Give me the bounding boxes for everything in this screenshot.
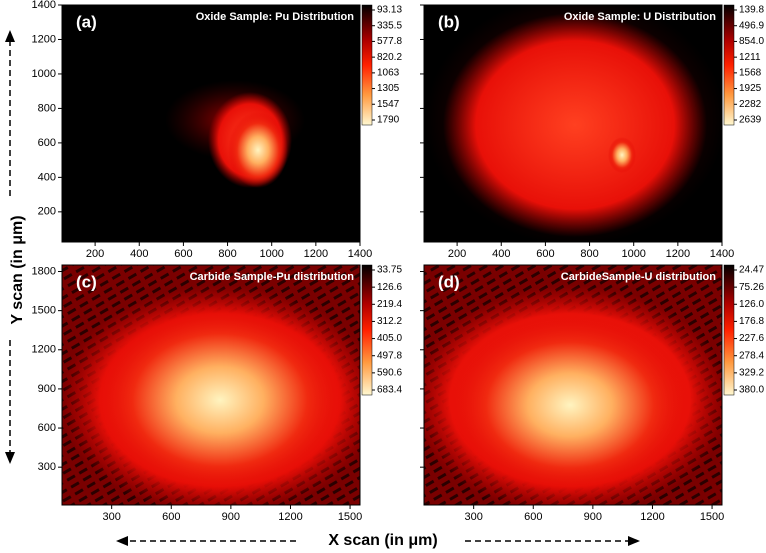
- x-tick-label: 400: [130, 248, 148, 260]
- x-tick-label: 1200: [304, 248, 328, 260]
- intensity-region: [228, 112, 288, 188]
- intensity-region: [443, 13, 707, 237]
- panel-title: Oxide Sample: U Distribution: [564, 11, 716, 23]
- x-tick-label: 1500: [700, 511, 724, 523]
- colorbar-label: 380.0: [739, 385, 764, 396]
- colorbar-label: 1568: [739, 68, 762, 79]
- x-tick-label: 200: [448, 248, 466, 260]
- arrowheads: [5, 30, 640, 546]
- colorbar-label: 126.0: [739, 299, 764, 310]
- colorbar: [361, 4, 373, 126]
- y-tick-label: 1400: [32, 0, 56, 11]
- colorbar-label: 496.9: [739, 20, 764, 31]
- y-tick-label: 900: [38, 383, 56, 395]
- panel-title: CarbideSample-U distribution: [561, 271, 717, 283]
- x-tick-label: 600: [174, 248, 192, 260]
- y-axis-label: Y scan (in μm): [9, 215, 26, 324]
- colorbar-label: 139.8: [739, 5, 764, 16]
- colorbar-label: 33.75: [377, 265, 402, 276]
- panel-label: (a): [76, 12, 97, 31]
- colorbar-label: 1063: [377, 68, 400, 79]
- colorbar-label: 219.4: [377, 299, 402, 310]
- intensity-map: [62, 265, 360, 505]
- colorbar-label: 2639: [739, 115, 762, 126]
- y-tick-label: 1200: [32, 33, 56, 45]
- colorbar-label: 683.4: [377, 385, 402, 396]
- colorbar-label: 93.13: [377, 5, 402, 16]
- panel-title: Oxide Sample: Pu Distribution: [196, 11, 355, 23]
- x-tick-label: 1400: [348, 248, 372, 260]
- colorbar-label: 820.2: [377, 52, 402, 63]
- colorbar-label: 227.6: [739, 333, 764, 344]
- x-tick-label: 1000: [259, 248, 283, 260]
- intensity-region: [450, 315, 690, 495]
- panel-label: (b): [438, 12, 460, 31]
- panel-label: (c): [76, 272, 97, 291]
- x-tick-label: 800: [580, 248, 598, 260]
- colorbar-label: 24.47: [739, 265, 764, 276]
- y-tick-label: 200: [38, 206, 56, 218]
- y-tick-label: 800: [38, 102, 56, 114]
- plot-frame: [423, 264, 723, 506]
- x-tick-label: 300: [464, 511, 482, 523]
- y-tick-label: 1800: [32, 265, 56, 277]
- colorbar-label: 1211: [739, 52, 761, 63]
- y-tick-label: 600: [38, 137, 56, 149]
- colorbar-label: 497.8: [377, 350, 402, 361]
- x-tick-label: 1200: [640, 511, 664, 523]
- intensity-map: [424, 265, 722, 505]
- colorbar-label: 75.26: [739, 282, 764, 293]
- plot-frame: [61, 4, 361, 243]
- intensity-map: [62, 5, 360, 242]
- y-tick-label: 600: [38, 422, 56, 434]
- x-tick-label: 1500: [338, 511, 362, 523]
- colorbar-label: 312.2: [377, 316, 402, 327]
- colorbar-label: 1547: [377, 99, 400, 110]
- x-tick-label: 200: [86, 248, 104, 260]
- colorbar-label: 577.8: [377, 36, 402, 47]
- colorbar: [361, 264, 373, 396]
- colorbar-label: 329.2: [739, 367, 764, 378]
- colorbar-label: 335.5: [377, 20, 402, 31]
- x-tick-label: 900: [584, 511, 602, 523]
- colorbar-label: 405.0: [377, 333, 402, 344]
- intensity-region: [95, 305, 345, 495]
- x-tick-label: 1000: [621, 248, 645, 260]
- panel-title: Carbide Sample-Pu distribution: [190, 271, 355, 283]
- colorbar-label: 176.8: [739, 316, 764, 327]
- x-tick-label: 600: [162, 511, 180, 523]
- colorbar-label: 278.4: [739, 350, 764, 361]
- x-tick-label: 1200: [278, 511, 302, 523]
- colorbar-label: 590.6: [377, 367, 402, 378]
- y-tick-label: 300: [38, 461, 56, 473]
- y-tick-label: 1500: [32, 305, 56, 317]
- plot-frame: [423, 4, 723, 243]
- y-tick-label: 1000: [32, 68, 56, 80]
- x-tick-label: 300: [102, 511, 120, 523]
- intensity-region: [608, 137, 636, 173]
- colorbar-label: 1790: [377, 115, 400, 126]
- y-tick-label: 400: [38, 171, 56, 183]
- x-axis-label: X scan (in μm): [328, 532, 437, 549]
- x-tick-label: 800: [218, 248, 236, 260]
- colorbar-label: 854.0: [739, 36, 764, 47]
- x-tick-label: 1400: [710, 248, 734, 260]
- colorbar-label: 126.6: [377, 282, 402, 293]
- colorbar-label: 1305: [377, 83, 400, 94]
- x-tick-label: 400: [492, 248, 510, 260]
- colorbar-label: 1925: [739, 83, 762, 94]
- intensity-map: [424, 5, 722, 242]
- x-tick-label: 600: [536, 248, 554, 260]
- panel-label: (d): [438, 272, 460, 291]
- x-tick-label: 600: [524, 511, 542, 523]
- x-tick-label: 1200: [666, 248, 690, 260]
- arrows: [9, 40, 630, 542]
- plot-frame: [61, 264, 361, 506]
- colorbar-label: 2282: [739, 99, 762, 110]
- colorbar: [723, 264, 735, 396]
- y-tick-label: 1200: [32, 344, 56, 356]
- colorbar: [723, 4, 735, 126]
- x-tick-label: 900: [222, 511, 240, 523]
